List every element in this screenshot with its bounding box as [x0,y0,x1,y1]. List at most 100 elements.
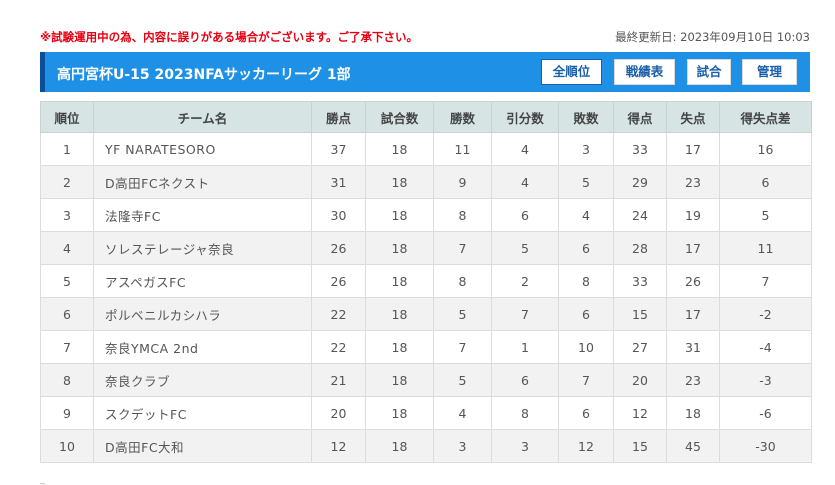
table-cell: 7 [719,264,812,298]
table-cell: 12 [613,396,667,430]
table-cell: 20 [613,363,667,397]
table-cell: 18 [365,165,434,199]
standings-table: 順位 チーム名 勝点 試合数 勝数 引分数 敗数 得点 失点 得失点差 1 YF NARATESOR… [40,101,812,463]
table-cell: 7 [433,231,492,265]
table-cell: 16 [719,132,812,166]
table-header-row: 順位 チーム名 勝点 試合数 勝数 引分数 敗数 得点 失点 得失点差 [40,101,812,133]
table-cell: 26 [666,264,720,298]
table-cell: 8 [558,264,614,298]
table-cell: 18 [365,297,434,331]
team-name-cell: ポルベニルカシハラ [93,297,312,331]
team-name-cell: 奈良YMCA 2nd [93,330,312,364]
table-cell: 18 [666,396,720,430]
table-cell: 15 [613,429,667,463]
column-header: 試合数 [365,101,434,133]
table-cell: -3 [719,363,812,397]
table-cell: 8 [40,363,94,397]
results-table-button[interactable]: 戦績表 [614,59,675,85]
team-name-cell: アスペガスFC [93,264,312,298]
table-cell: 17 [666,231,720,265]
table-cell: 7 [40,330,94,364]
table-row: 1 YF NARATESORO 37 18 11 4 3 33 17 16 [40,132,812,166]
table-row: 7 奈良YMCA 2nd 22 18 7 1 10 27 31 -4 [40,330,812,364]
table-cell: 23 [666,363,720,397]
table-cell: 19 [666,198,720,232]
table-cell: 12 [311,429,366,463]
table-cell: 6 [558,396,614,430]
table-cell: 27 [613,330,667,364]
table-cell: 4 [40,231,94,265]
league-header: 高円宮杯U-15 2023NFAサッカーリーグ 1部 全順位 戦績表 試合 管理 [40,52,810,92]
table-row: 3 法隆寺FC 30 18 8 6 4 24 19 5 [40,198,812,232]
table-cell: 18 [365,264,434,298]
table-cell: 28 [613,231,667,265]
team-name-cell: D高田FC大和 [93,429,312,463]
table-cell: 4 [491,165,559,199]
table-cell: 22 [311,330,366,364]
table-cell: 2 [40,165,94,199]
column-header: 順位 [40,101,94,133]
table-cell: 18 [365,231,434,265]
trial-notice: ※試験運用中の為、内容に誤りがある場合がございます。ご了承下さい。 [40,30,419,44]
table-cell: 24 [613,198,667,232]
table-cell: 18 [365,396,434,430]
table-cell: 4 [491,132,559,166]
table-cell: 26 [311,231,366,265]
table-cell: 8 [433,264,492,298]
table-cell: 8 [491,396,559,430]
table-cell: 12 [558,429,614,463]
admin-button[interactable]: 管理 [742,59,797,85]
table-row: 4 ソレステレージャ奈良 26 18 7 5 6 28 17 11 [40,231,812,265]
team-name-cell: 奈良クラブ [93,363,312,397]
table-cell: 4 [558,198,614,232]
table-cell: 11 [433,132,492,166]
table-cell: 23 [666,165,720,199]
table-cell: 22 [311,297,366,331]
table-cell: 31 [311,165,366,199]
table-cell: 45 [666,429,720,463]
table-cell: 37 [311,132,366,166]
table-cell: 7 [433,330,492,364]
table-cell: 29 [613,165,667,199]
column-header: 得点 [613,101,667,133]
table-cell: 33 [613,264,667,298]
table-cell: 9 [40,396,94,430]
matches-button[interactable]: 試合 [687,59,731,85]
table-row: 9 スクデットFC 20 18 4 8 6 12 18 -6 [40,396,812,430]
table-cell: 4 [433,396,492,430]
table-cell: 33 [613,132,667,166]
league-title: 高円宮杯U-15 2023NFAサッカーリーグ 1部 [57,67,351,83]
table-cell: 3 [558,132,614,166]
notice-bar: ※試験運用中の為、内容に誤りがある場合がございます。ご了承下さい。 最終更新日:… [40,24,810,46]
table-cell: -30 [719,429,812,463]
table-cell: 9 [433,165,492,199]
table-cell: 15 [613,297,667,331]
table-cell: 6 [491,363,559,397]
table-cell: 6 [558,231,614,265]
table-cell: 21 [311,363,366,397]
table-row: 10 D高田FC大和 12 18 3 3 12 15 45 -30 [40,429,812,463]
table-cell: 30 [311,198,366,232]
table-cell: 5 [491,231,559,265]
table-row: 5 アスペガスFC 26 18 8 2 8 33 26 7 [40,264,812,298]
column-header: 敗数 [558,101,614,133]
table-cell: 6 [558,297,614,331]
column-header: 勝数 [433,101,492,133]
team-name-cell: スクデットFC [93,396,312,430]
column-header: 引分数 [491,101,559,133]
table-cell: 3 [433,429,492,463]
table-cell: 6 [719,165,812,199]
all-rankings-button[interactable]: 全順位 [541,59,602,85]
table-cell: 5 [558,165,614,199]
table-cell: 2 [491,264,559,298]
table-row: 6 ポルベニルカシハラ 22 18 5 7 6 15 17 -2 [40,297,812,331]
table-row: 2 D高田FCネクスト 31 18 9 4 5 29 23 6 [40,165,812,199]
table-cell: -4 [719,330,812,364]
table-cell: 11 [719,231,812,265]
table-cell: 3 [40,198,94,232]
table-cell: 3 [491,429,559,463]
last-updated: 最終更新日: 2023年09月10日 10:03 [615,30,810,44]
table-cell: 20 [311,396,366,430]
table-cell: 10 [40,429,94,463]
footer-mark: _ [40,474,45,485]
